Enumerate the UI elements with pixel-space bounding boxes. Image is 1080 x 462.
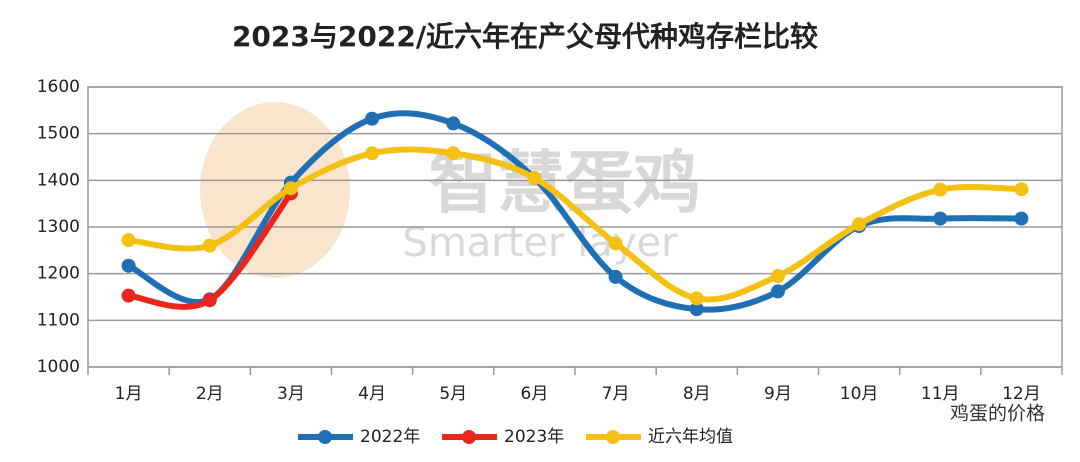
x-tick-label: 10月 [840,384,879,404]
y-tick-label: 1600 [37,77,80,97]
x-tick-label: 6月 [521,384,549,404]
point [121,233,136,248]
point [689,291,704,306]
point [446,146,461,161]
y-tick-label: 1000 [37,357,80,377]
x-tick-label: 7月 [602,384,630,404]
point [770,284,785,299]
x-tick-label: 4月 [358,384,386,404]
x-tick-label: 2月 [196,384,224,404]
point [202,293,217,308]
point [365,111,380,126]
watermark-logo [200,102,350,278]
y-tick-label: 1100 [37,310,80,330]
point [770,269,785,283]
point [121,258,136,273]
y-tick-label: 1200 [37,264,80,284]
point [933,182,948,197]
y-tick-label: 1300 [37,217,80,237]
point [689,302,704,317]
chart-title: 2023与2022/近六年在产父母代种鸡存栏比较 [232,20,818,53]
point [283,181,298,196]
point [121,288,136,303]
point [1014,182,1029,197]
point [446,116,461,131]
point [608,236,623,251]
point [365,146,380,161]
point [933,211,948,226]
x-tick-label: 5月 [439,384,467,404]
point [202,238,217,253]
legend-label: 近六年均值 [648,427,733,447]
y-tick-label: 1500 [37,124,80,144]
point [852,217,867,232]
x-tick-label: 3月 [277,384,305,404]
x-tick-label: 1月 [115,384,143,404]
legend-label: 2023年 [504,427,564,447]
point [1014,211,1029,226]
y-tick-label: 1400 [37,170,80,190]
source: 鸡蛋的价格 [950,403,1045,425]
legend-marker [606,430,620,444]
point [527,171,542,185]
x-tick-label: 9月 [764,384,792,404]
point [608,269,623,284]
legend-marker [462,430,476,444]
x-tick-label: 12月 [1002,384,1041,404]
x-tick-label: 11月 [921,384,960,404]
legend-label: 2022年 [360,427,420,447]
x-tick-label: 8月 [683,384,711,404]
legend-marker [318,430,332,444]
